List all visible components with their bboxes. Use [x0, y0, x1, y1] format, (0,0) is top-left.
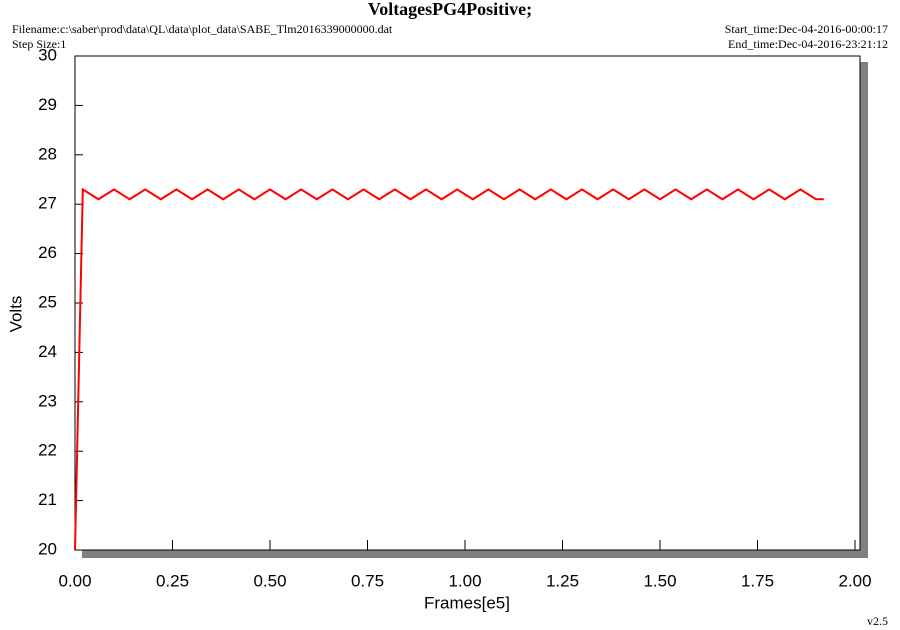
x-tick-label: 1.50 — [643, 571, 676, 590]
x-tick-label: 0.75 — [351, 571, 384, 590]
filename: Filename:c:\saber\prod\data\QL\data\plot… — [12, 22, 393, 36]
end-time: End_time:Dec-04-2016-23:21:12 — [728, 37, 888, 51]
y-tick-label: 30 — [38, 45, 57, 64]
x-axis-label: Frames[e5] — [424, 593, 510, 612]
y-tick-label: 24 — [38, 342, 57, 361]
y-tick-label: 20 — [38, 539, 57, 558]
start-time: Start_time:Dec-04-2016-00:00:17 — [725, 22, 888, 36]
y-tick-label: 22 — [38, 441, 57, 460]
x-tick-label: 0.00 — [58, 571, 91, 590]
y-tick-label: 27 — [38, 194, 57, 213]
x-tick-label: 2.00 — [838, 571, 871, 590]
x-tick-label: 1.75 — [741, 571, 774, 590]
y-tick-label: 26 — [38, 243, 57, 262]
x-tick-label: 1.25 — [546, 571, 579, 590]
y-tick-label: 25 — [38, 292, 57, 311]
y-tick-label: 23 — [38, 391, 57, 410]
version: v2.5 — [867, 614, 888, 628]
x-tick-label: 0.50 — [253, 571, 286, 590]
y-tick-label: 21 — [38, 490, 57, 509]
chart-title: VoltagesPG4Positive; — [368, 0, 532, 19]
step-size: Step Size:1 — [12, 37, 66, 51]
y-tick-label: 28 — [38, 144, 57, 163]
x-tick-label: 1.00 — [448, 571, 481, 590]
y-tick-label: 29 — [38, 95, 57, 114]
data-line — [74, 187, 824, 551]
y-axis-label: Volts — [6, 296, 25, 333]
x-tick-label: 0.25 — [156, 571, 189, 590]
plot-area — [74, 55, 861, 551]
